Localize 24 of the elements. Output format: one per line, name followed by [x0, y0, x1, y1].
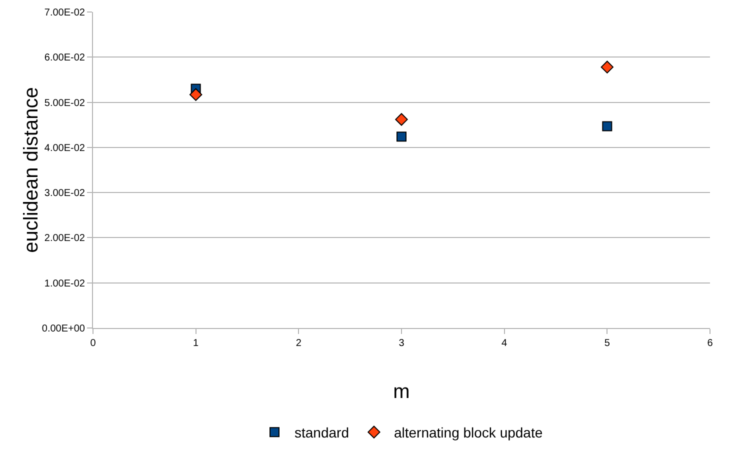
legend-label: standard: [294, 424, 349, 441]
y-tick-label: 1.00E-02: [44, 278, 86, 290]
y-axis-title: euclidean distance: [20, 87, 42, 253]
x-tick-label: 1: [193, 338, 200, 349]
x-tick-label: 4: [502, 338, 508, 349]
point: [396, 132, 406, 142]
y-tick-label: 4.00E-02: [44, 142, 86, 154]
y-tick-label: 7.00E-02: [44, 8, 86, 18]
x-tick-label: 2: [296, 338, 302, 349]
y-tick-label: 2.00E-02: [44, 233, 86, 244]
point: [602, 121, 612, 132]
x-tick-label: 3: [398, 338, 405, 349]
x-tick-label: 0: [90, 338, 96, 349]
point: [600, 60, 614, 74]
x-tick-label: 5: [604, 338, 610, 349]
y-tick-label: 6.00E-02: [44, 52, 86, 64]
point: [189, 88, 202, 101]
point: [395, 113, 408, 126]
y-tick-label: 5.00E-02: [44, 98, 86, 109]
y-tick-label: 3.00E-02: [44, 188, 86, 200]
legend-label: alternating block update: [394, 424, 543, 441]
y-tick-label: 0.00E+00: [42, 324, 86, 334]
x-axis-title: m: [393, 381, 410, 403]
x-tick-label: 6: [707, 338, 714, 349]
